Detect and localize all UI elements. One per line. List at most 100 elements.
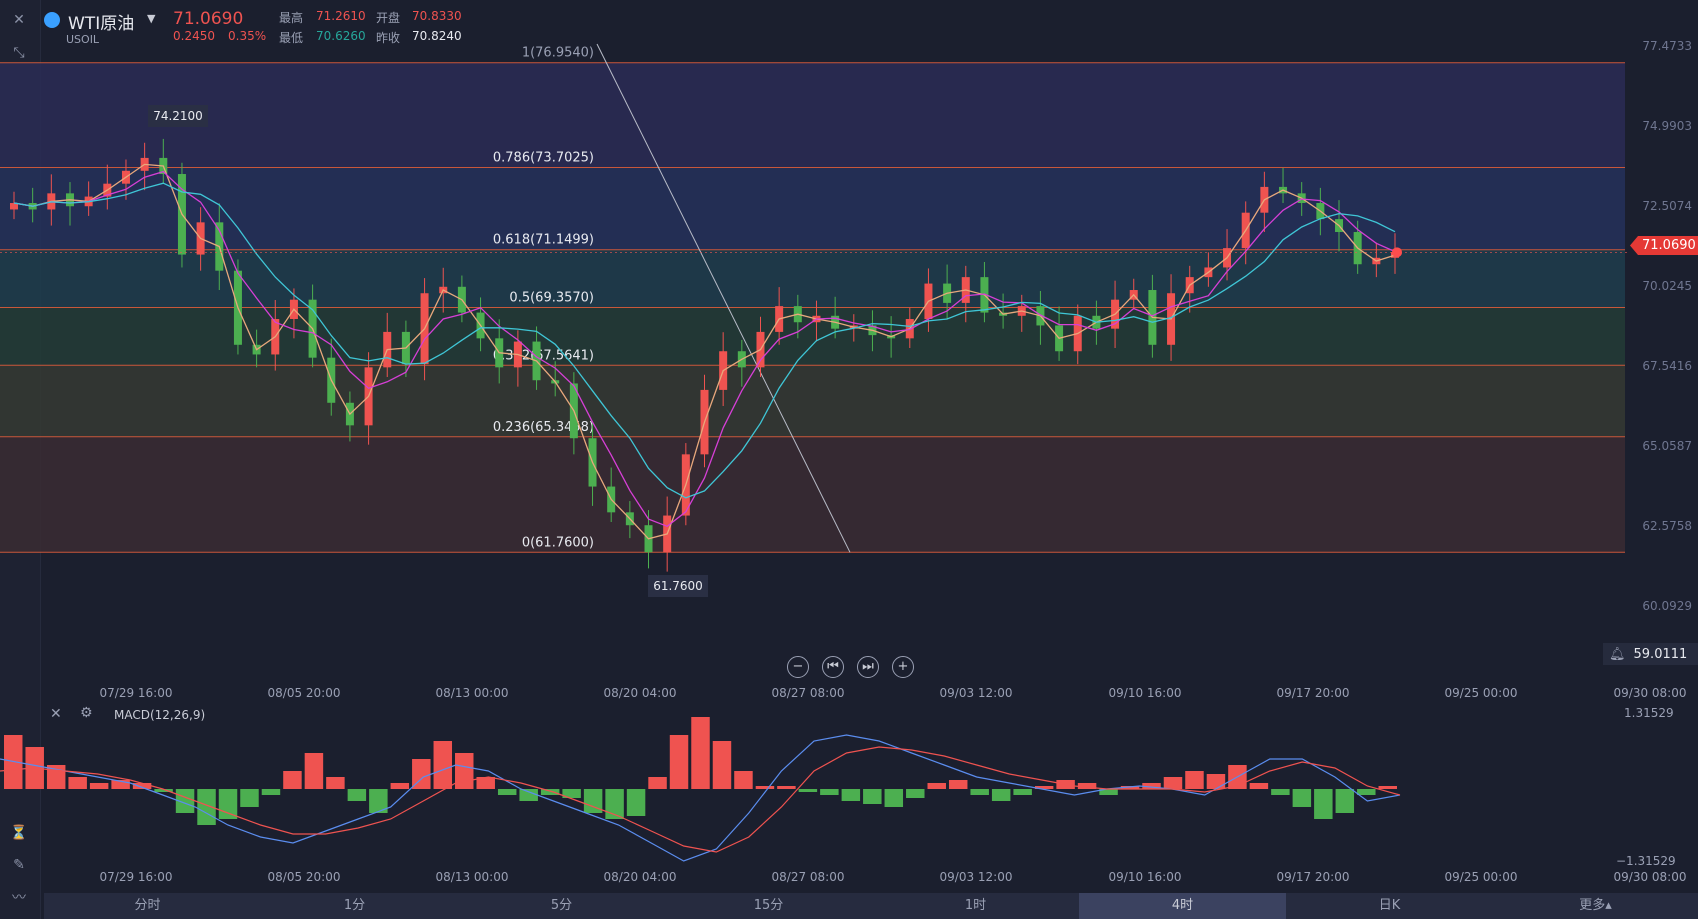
macd-bar-18 <box>390 783 410 789</box>
macd-bar-26 <box>562 789 581 798</box>
macd-bar-30 <box>648 777 667 789</box>
macd-bar-33 <box>712 741 732 789</box>
shrink-icon[interactable]: ⤡ <box>13 45 25 61</box>
high-marker: 74.2100 <box>148 105 208 127</box>
draw-icon[interactable]: ✎ <box>13 857 25 873</box>
time-tick-1: 08/05 20:00 <box>268 686 341 700</box>
macd-bar-29 <box>626 789 646 816</box>
candle-body-0 <box>10 203 18 210</box>
macd-bar-62 <box>1335 789 1355 813</box>
high-marker-box <box>148 105 208 127</box>
macd-bar-38 <box>820 789 839 795</box>
price-tick-0: 77.4733 <box>1642 39 1692 53</box>
bell-icon: 🔔︎ <box>1609 646 1626 662</box>
open-value: 70.8330 <box>412 9 462 23</box>
price-tick-2: 72.5074 <box>1642 199 1692 213</box>
time-tick-7: 09/17 20:00 <box>1277 686 1350 700</box>
close-indicator-icon[interactable]: ✕ <box>50 706 62 722</box>
settings-icon[interactable]: ⚙ <box>80 705 93 721</box>
chevron-down-icon[interactable]: ▼ <box>147 12 156 25</box>
macd-bar-42 <box>906 789 925 798</box>
tab-3[interactable]: 15分 <box>753 898 784 913</box>
macd-bar-64 <box>1378 786 1397 789</box>
macd-bar-20 <box>433 741 453 789</box>
tab-2[interactable]: 5分 <box>550 898 573 913</box>
macd-axis-bottom: −1.31529 <box>1616 854 1676 868</box>
macd-bar-35 <box>755 786 775 789</box>
macd-bar-61 <box>1314 789 1333 819</box>
price-alert[interactable]: 🔔︎ 59.0111 <box>1603 643 1698 665</box>
macd-bar-60 <box>1292 789 1312 807</box>
macd-bar-14 <box>304 753 324 789</box>
tab-1[interactable]: 1分 <box>343 898 366 913</box>
macd-bar-40 <box>863 789 882 804</box>
macd-bar-15 <box>326 777 345 789</box>
macd-time-tick-9: 09/30 08:00 <box>1614 870 1687 884</box>
macd-bar-28 <box>605 789 624 819</box>
price-tick-5: 65.0587 <box>1642 439 1692 453</box>
macd-bar-24 <box>519 789 538 801</box>
macd-label: MACD(12,26,9) <box>114 708 206 722</box>
price-tick-6: 62.5758 <box>1642 519 1692 533</box>
macd-bar-45 <box>970 789 989 795</box>
macd-bar-56 <box>1206 774 1226 789</box>
macd-bar-5 <box>111 780 130 789</box>
macd-bar-17 <box>369 789 388 813</box>
fib-label-0: 1(76.9540) <box>522 46 594 61</box>
macd-time-tick-1: 08/05 20:00 <box>268 870 341 884</box>
macd-bar-63 <box>1357 789 1376 795</box>
fib-label-2: 0.618(71.1499) <box>493 233 594 248</box>
macd-axis-top: 1.31529 <box>1624 706 1674 720</box>
price-tick-3: 70.0245 <box>1642 279 1692 293</box>
fib-zone-1 <box>0 167 1625 250</box>
high-marker-text: 74.2100 <box>153 109 203 123</box>
macd-bar-16 <box>347 789 367 801</box>
timeframe-tabs: 分时 1分 5分 15分 1时 4时 日K 更多▴ <box>44 893 1698 919</box>
chart-type-icon[interactable]: 〰 <box>12 890 26 906</box>
time-tick-8: 09/25 00:00 <box>1445 686 1518 700</box>
macd-time-tick-6: 09/10 16:00 <box>1109 870 1182 884</box>
macd-bar-54 <box>1163 777 1183 789</box>
price-tick-7: 60.0929 <box>1642 599 1692 613</box>
time-tick-0: 07/29 16:00 <box>100 686 173 700</box>
macd-bar-50 <box>1077 783 1097 789</box>
zoom-in-button[interactable]: + <box>892 656 914 678</box>
moving-average-2 <box>13 182 1396 499</box>
macd-bar-37 <box>798 789 818 792</box>
time-tick-3: 08/20 04:00 <box>604 686 677 700</box>
tab-5[interactable]: 4时 <box>1079 893 1286 919</box>
symbol-name[interactable]: WTI原油 <box>68 14 135 34</box>
macd-bar-58 <box>1249 783 1269 789</box>
scroll-end-button[interactable]: ⏭ <box>857 656 879 678</box>
scroll-start-button[interactable]: ⏮ <box>822 656 844 678</box>
last-price: 71.0690 <box>173 9 244 29</box>
macd-time-tick-4: 08/27 08:00 <box>772 870 845 884</box>
price-tick-1: 74.9903 <box>1642 119 1692 133</box>
alert-price: 59.0111 <box>1633 646 1688 662</box>
tab-7[interactable]: 更多▴ <box>1579 898 1612 913</box>
macd-bar-31 <box>669 735 689 789</box>
fib-label-3: 0.5(69.3570) <box>509 291 594 306</box>
close-icon[interactable]: ✕ <box>13 12 25 28</box>
fib-zone-5 <box>0 436 1625 553</box>
tab-4[interactable]: 1时 <box>964 898 987 913</box>
tab-6[interactable]: 日K <box>1378 898 1401 913</box>
macd-time-tick-5: 09/03 12:00 <box>940 870 1013 884</box>
price-tick-4: 67.5416 <box>1642 359 1692 373</box>
macd-bar-36 <box>777 786 796 789</box>
macd-bar-13 <box>283 771 302 789</box>
indicator-icon[interactable]: ⏳ <box>10 825 28 841</box>
price-chart[interactable]: 1(76.9540) 0.786(73.7025) 0.618(71.1499) 0.… <box>0 0 1698 893</box>
macd-time-tick-8: 09/25 00:00 <box>1445 870 1518 884</box>
macd-bar-23 <box>497 789 517 795</box>
macd-bar-55 <box>1185 771 1204 789</box>
macd-bar-19 <box>412 759 431 789</box>
macd-bar-53 <box>1142 783 1161 789</box>
tab-0[interactable]: 分时 <box>134 898 161 913</box>
macd-bar-12 <box>261 789 281 795</box>
zoom-out-button[interactable]: − <box>787 656 809 678</box>
time-tick-2: 08/13 00:00 <box>436 686 509 700</box>
macd-bar-21 <box>455 753 474 789</box>
fib-label-6: 0(61.7600) <box>522 535 594 550</box>
symbol-icon <box>44 12 60 28</box>
